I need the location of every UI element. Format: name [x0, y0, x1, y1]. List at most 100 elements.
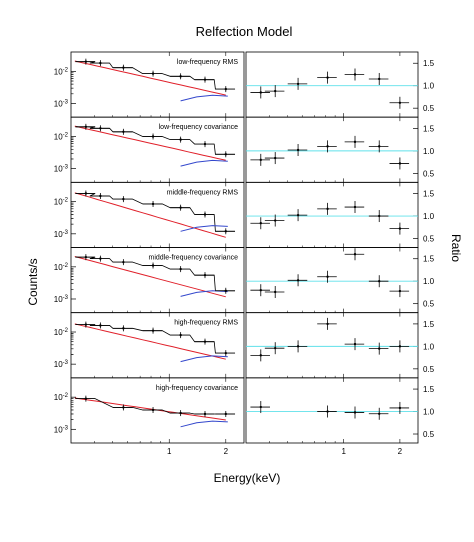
ratio-data-point	[353, 205, 357, 209]
right-y-tick-label: 0.5	[423, 169, 435, 178]
ratio-data-point	[326, 322, 329, 326]
ratio-data-point	[274, 219, 277, 222]
blue-component-line	[180, 225, 228, 232]
counts-data-point	[203, 142, 207, 146]
counts-data-point	[179, 267, 182, 271]
ratio-data-point	[398, 101, 402, 104]
blue-component-line	[180, 290, 228, 297]
counts-data-point	[84, 255, 88, 259]
counts-data-point	[203, 412, 207, 416]
panel-2: 10-2 10-3 0.5 1.0 1.5 low-frequency covarianc…	[54, 116, 435, 183]
counts-data-point	[84, 125, 88, 129]
counts-data-point	[151, 329, 155, 332]
counts-data-point	[84, 60, 88, 63]
panel-6: 10-2 10-3 0.5 1.0 1.5 high-frequency covarian…	[54, 377, 435, 444]
right-y-tick-label: 1.5	[423, 59, 435, 68]
left-y-tick-label: 10-3	[54, 99, 69, 108]
right-y-tick-label: 1.0	[423, 212, 435, 221]
ratio-data-point	[353, 140, 357, 144]
ratio-data-point	[378, 145, 381, 148]
blue-component-line	[180, 355, 228, 363]
right-y-tick-label: 1.0	[423, 342, 435, 351]
counts-data-point	[203, 340, 207, 343]
counts-data-point	[122, 66, 125, 69]
right-y-tick-label: 1.0	[423, 82, 435, 91]
counts-data-point	[224, 87, 227, 91]
ratio-x-tick-label: 2	[398, 447, 403, 456]
ratio-data-point	[353, 73, 357, 76]
ratio-data-point	[326, 275, 329, 278]
left-y-tick-label: 10-2	[54, 328, 69, 337]
ratio-panel-frame	[245, 181, 419, 248]
counts-data-point	[99, 257, 102, 260]
ratio-data-point	[274, 290, 277, 294]
right-y-tick-label: 0.5	[423, 235, 435, 244]
ratio-panel-frame	[245, 51, 419, 118]
panel-label: middle-frequency covariance	[149, 255, 239, 262]
reflection-model-line	[74, 125, 226, 161]
right-y-tick-label: 0.5	[423, 300, 435, 309]
counts-data-point	[224, 230, 227, 233]
reflection-model-line	[74, 60, 226, 96]
x-axis-label: Energy(keV)	[214, 471, 281, 485]
ratio-data-point	[274, 346, 277, 350]
ratio-data-point	[378, 214, 381, 218]
ratio-data-point	[259, 288, 262, 292]
ratio-data-point	[378, 280, 381, 283]
chart-title: Relfection Model	[196, 24, 293, 39]
counts-data-point	[151, 264, 155, 267]
ratio-data-point	[398, 227, 402, 230]
reflection-model-line	[74, 192, 226, 238]
ratio-data-point	[296, 345, 300, 348]
counts-data-point	[122, 406, 125, 409]
left-y-tick-label: 10-3	[54, 165, 69, 174]
counts-data-point	[224, 153, 227, 156]
reflection-model-line	[74, 323, 226, 360]
counts-data-point	[151, 135, 155, 138]
reflection-model-line	[74, 397, 226, 421]
ratio-data-point	[353, 411, 357, 414]
ratio-data-point	[398, 162, 402, 165]
ratio-data-point	[259, 354, 262, 357]
left-y-tick-label: 10-2	[54, 198, 69, 207]
right-y-tick-label: 1.5	[423, 124, 435, 133]
ratio-panel-frame	[245, 312, 419, 379]
ratio-data-point	[398, 345, 402, 348]
ratio-data-point	[296, 148, 300, 152]
counts-data-point	[99, 61, 102, 65]
counts-data-point	[179, 138, 182, 141]
counts-data-point	[224, 289, 227, 292]
right-y-tick-label: 0.5	[423, 104, 435, 113]
left-y-axis-label: Counts/s	[26, 258, 40, 305]
ratio-data-point	[326, 145, 329, 148]
ratio-data-point	[378, 77, 381, 81]
left-y-tick-label: 10-2	[54, 263, 69, 272]
right-y-tick-label: 1.0	[423, 408, 435, 417]
counts-data-point	[99, 324, 102, 327]
ratio-data-point	[259, 91, 262, 94]
blue-component-line	[180, 420, 228, 428]
counts-data-point	[84, 323, 88, 326]
counts-data-point	[84, 397, 88, 400]
panel-label: low-frequency RMS	[177, 59, 238, 66]
counts-x-tick-label: 2	[224, 447, 229, 456]
left-y-tick-label: 10-3	[54, 360, 69, 369]
left-y-tick-label: 10-3	[54, 230, 69, 239]
counts-data-point	[122, 327, 125, 330]
ratio-x-tick-label: 1	[341, 447, 346, 456]
ratio-data-point	[296, 213, 300, 217]
left-y-tick-label: 10-2	[54, 393, 69, 402]
ratio-data-point	[296, 82, 300, 86]
ratio-data-point	[259, 158, 262, 162]
right-y-tick-label: 1.5	[423, 385, 435, 394]
counts-data-point	[84, 192, 88, 195]
counts-data-point	[224, 351, 227, 355]
ratio-data-point	[378, 412, 381, 415]
right-y-tick-label: 1.5	[423, 320, 435, 329]
reflection-model-line	[74, 256, 226, 298]
counts-data-point	[151, 72, 155, 75]
ratio-data-point	[353, 253, 357, 256]
total-model-line	[75, 324, 235, 354]
counts-data-point	[122, 197, 125, 201]
